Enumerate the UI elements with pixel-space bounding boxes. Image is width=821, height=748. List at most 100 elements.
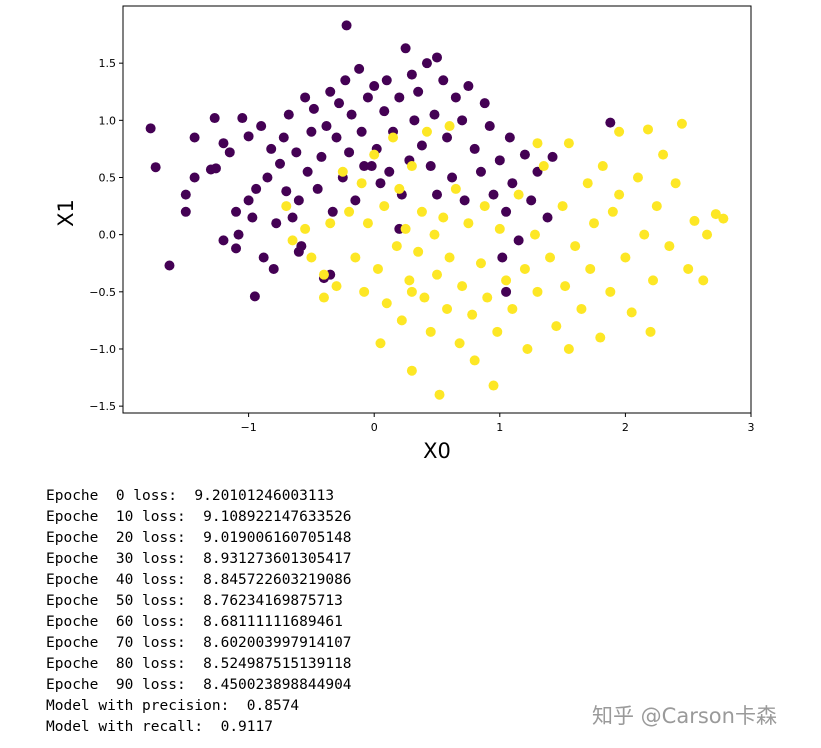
y-axis-label: X1 [54,199,78,227]
point [406,286,417,297]
point [425,326,436,337]
point [344,206,355,217]
log-line: Epoche 60 loss: 8.68111111689461 [46,614,343,630]
point [379,201,390,212]
point [409,115,420,126]
point [271,218,282,229]
point [698,275,709,286]
point [551,321,562,332]
point [262,172,273,183]
point [369,149,380,160]
x-tick-label: −1 [240,421,256,434]
point [532,138,543,149]
point [359,161,370,172]
point [438,212,449,223]
point [670,178,681,189]
point [394,92,405,103]
point [538,161,549,172]
point [316,151,327,162]
point [258,252,269,263]
point [416,140,427,151]
point [507,178,518,189]
point [626,307,637,318]
point [532,286,543,297]
point [256,121,267,132]
point [507,303,518,314]
point [218,138,229,149]
point [607,206,618,217]
point [438,75,449,86]
point [444,121,455,132]
point [689,215,700,226]
point [362,92,373,103]
point [350,195,361,206]
point [492,326,503,337]
point [375,178,386,189]
point [366,161,377,172]
point [359,286,370,297]
point [281,186,292,197]
point [287,212,298,223]
point [356,126,367,137]
point [375,338,386,349]
point [306,252,317,263]
log-line: Epoche 40 loss: 8.845722603219086 [46,572,352,588]
point [394,183,405,194]
point [620,252,631,263]
point [582,178,593,189]
point [346,109,357,120]
point [180,189,191,200]
point [605,286,616,297]
point [251,183,262,194]
point [467,309,478,320]
point [648,275,659,286]
point [306,126,317,137]
point [563,343,574,354]
point [469,355,480,366]
point [614,189,625,200]
point [341,20,352,31]
point [318,292,329,303]
point [318,269,329,280]
point [331,281,342,292]
point [429,109,440,120]
point [504,132,515,143]
point [444,252,455,263]
point [404,275,415,286]
point [340,75,351,86]
point [325,218,336,229]
point [513,235,524,246]
log-line: Epoche 50 loss: 8.76234169875713 [46,593,343,609]
point [645,326,656,337]
point [488,380,499,391]
point [413,86,424,97]
log-line: Epoche 0 loss: 9.20101246003113 [46,488,335,504]
point [702,229,713,240]
point [302,166,313,177]
point [434,389,445,400]
point [356,178,367,189]
point [475,166,486,177]
point [388,132,399,143]
point [237,113,248,124]
output-log: Epoche 0 loss: 9.20101246003113 Epoche 10… [46,486,352,738]
point [494,155,505,166]
point [369,81,380,92]
point [429,229,440,240]
point [344,147,355,158]
point [488,189,499,200]
point [432,269,442,280]
point [651,201,662,212]
point [432,52,442,63]
point [475,258,486,269]
point [312,183,323,194]
y-tick-label: −1.5 [89,400,116,413]
point [459,195,470,206]
point [400,223,411,234]
point [664,241,675,252]
log-line: Model with precision: 0.8574 [46,698,300,714]
point [406,69,417,80]
point [442,132,453,143]
point [224,147,235,158]
